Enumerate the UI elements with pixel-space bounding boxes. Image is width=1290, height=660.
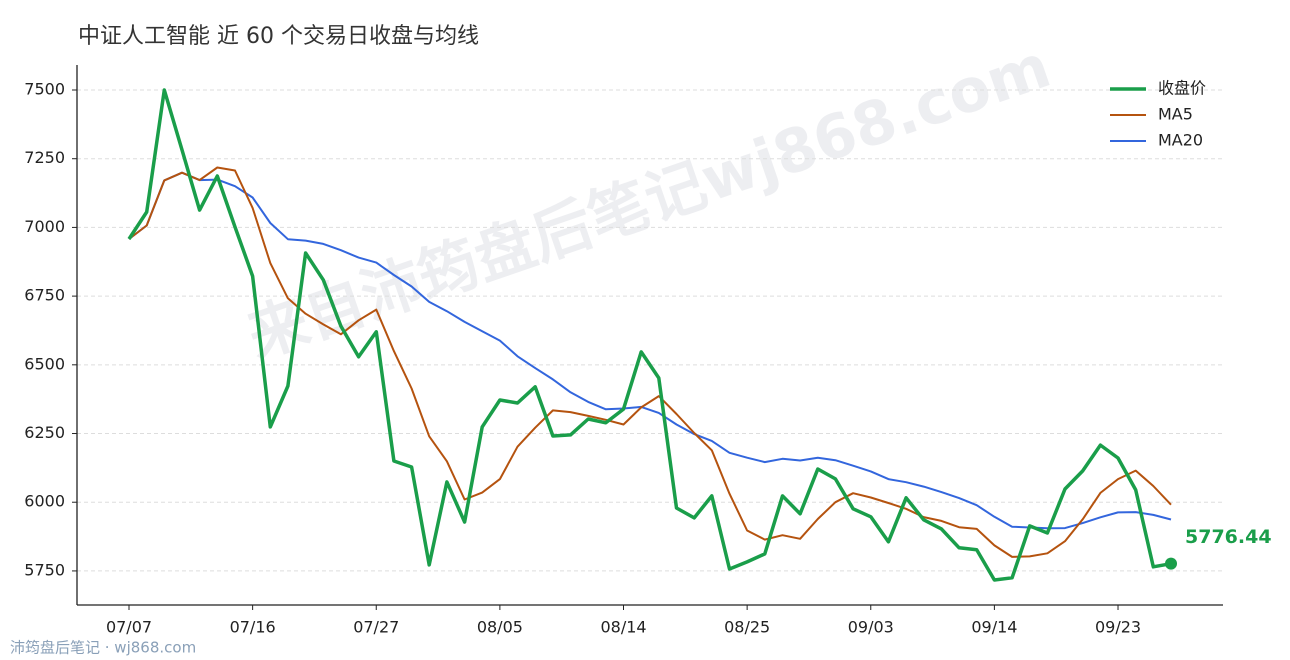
x-tick-label: 07/07 [106,618,152,637]
legend-label: MA20 [1158,131,1203,150]
x-tick-label: 08/25 [724,618,770,637]
last-point [1165,557,1177,570]
series-line [127,88,1172,582]
x-tick-label: 09/14 [971,618,1017,637]
series-line [128,171,1172,530]
y-tick-label: 6000 [24,492,65,511]
legend-label: 收盘价 [1158,79,1206,98]
last-value-label: 5776.44 [1185,526,1272,548]
series-line [128,166,1172,558]
x-tick-label: 09/03 [848,618,894,637]
x-tick-label: 07/16 [230,618,276,637]
y-tick-label: 6500 [24,354,65,373]
footer: 沛筠盘后笔记 · wj868.com [10,639,196,657]
x-tick-label: 09/23 [1095,618,1141,637]
chart-title: 中证人工智能 近 60 个交易日收盘与均线 [78,24,479,49]
y-tick-label: 6750 [24,286,65,305]
x-tick-label: 07/27 [353,618,399,637]
x-tick-label: 08/05 [477,618,523,637]
watermark: 来自沛筠盘后笔记wj868.com [239,31,1059,372]
y-tick-label: 6250 [24,423,65,442]
y-tick-label: 7000 [24,217,65,236]
y-tick-label: 5750 [24,560,65,579]
legend-label: MA5 [1158,105,1193,124]
y-tick-label: 7250 [24,148,65,167]
x-tick-label: 08/14 [600,618,646,637]
y-tick-label: 7500 [24,80,65,99]
